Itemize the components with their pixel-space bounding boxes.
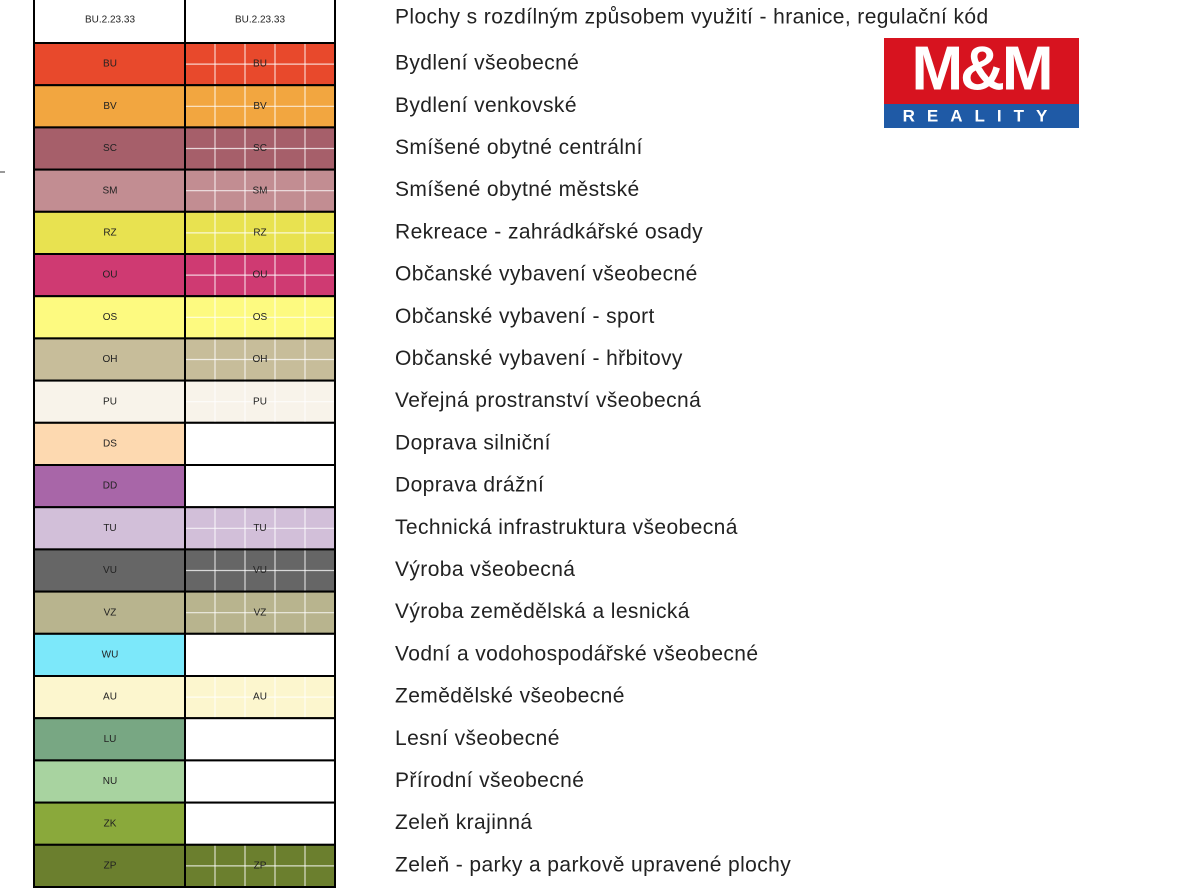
color-cell [33, 801, 186, 846]
row-label: Vodní a vodohospodářské všeobecné [395, 642, 758, 665]
row-label: Zemědělské všeobecné [395, 685, 625, 708]
code: OH [253, 354, 268, 365]
code: BV [253, 101, 267, 112]
code: SM [253, 185, 268, 196]
header-code: BU.2.23.33 [85, 15, 135, 26]
code: VU [253, 565, 267, 576]
hatch-cell [184, 632, 336, 677]
color-cell [33, 464, 186, 509]
code: LU [104, 734, 117, 745]
row-label: Doprava silniční [395, 431, 551, 454]
code: OS [253, 312, 268, 323]
row-label: Občanské vybavení všeobecné [395, 263, 698, 286]
code: VZ [104, 607, 117, 618]
code: VZ [254, 607, 267, 618]
header-cell [184, 0, 336, 44]
code: DS [103, 439, 117, 450]
code: AU [103, 692, 117, 703]
logo: M&M REALITY [884, 34, 1079, 128]
code: OS [103, 312, 118, 323]
row-label: Smíšené obytné centrální [395, 136, 643, 159]
legend-rows: BU BU Bydlení všeobecné BV BV Bydlení venkovs… [33, 42, 791, 888]
hatch-cell [184, 717, 336, 762]
code: PU [103, 396, 117, 407]
code: NU [103, 776, 117, 787]
logo-red [884, 38, 1079, 104]
code: WU [102, 650, 119, 661]
hatch-cell [184, 759, 336, 804]
row-label: Zeleň krajinná [395, 811, 533, 834]
color-cell [33, 506, 186, 551]
header-code: BU.2.23.33 [235, 15, 285, 26]
row-label: Bydlení všeobecné [395, 52, 579, 75]
code: PU [253, 396, 267, 407]
code: BU [103, 59, 117, 70]
row-label: Občanské vybavení - sport [395, 305, 655, 328]
row-label: Výroba všeobecná [395, 558, 575, 581]
code: RZ [253, 228, 266, 239]
code: BU [253, 59, 267, 70]
row-label: Lesní všeobecné [395, 727, 560, 750]
row-label: Bydlení venkovské [395, 94, 577, 117]
color-cell [33, 42, 186, 87]
hatch-cell [184, 421, 336, 466]
hatch-cell [184, 801, 336, 846]
code: RZ [103, 228, 116, 239]
code: VU [103, 565, 117, 576]
hatch-cell [184, 464, 336, 509]
code: OU [103, 270, 118, 281]
code: TU [253, 523, 266, 534]
code: OU [253, 270, 268, 281]
code: TU [103, 523, 116, 534]
row-label: Zeleň - parky a parkově upravené plochy [395, 853, 791, 876]
code: DD [103, 481, 117, 492]
code: AU [253, 692, 267, 703]
logo-blue [884, 104, 1079, 128]
logo-subtitle: REALITY [903, 106, 1060, 125]
row-label: Smíšené obytné městské [395, 178, 640, 201]
row-label: Občanské vybavení - hřbitovy [395, 347, 683, 370]
color-cell [33, 84, 186, 129]
row-label: Veřejná prostranství všeobecná [395, 389, 701, 412]
row-label: Rekreace - zahrádkářské osady [395, 220, 703, 243]
row-label: Technická infrastruktura všeobecná [395, 516, 738, 539]
code: ZK [104, 818, 117, 829]
code: SC [253, 143, 267, 154]
code: SM [103, 185, 118, 196]
row-label: Doprava drážní [395, 474, 544, 497]
code: ZP [104, 861, 117, 872]
row-label: Výroba zemědělská a lesnická [395, 600, 690, 623]
code: BV [103, 101, 117, 112]
logo-title: M&M [911, 34, 1050, 103]
color-cell [33, 717, 186, 762]
color-cell [33, 337, 186, 382]
row-label: Přírodní všeobecné [395, 769, 584, 792]
code: SC [103, 143, 117, 154]
header-label: Plochy s rozdílným způsobem využití - hr… [395, 6, 989, 29]
color-cell [33, 632, 186, 677]
color-cell [33, 210, 186, 256]
code: ZP [254, 861, 267, 872]
code: OH [103, 354, 118, 365]
